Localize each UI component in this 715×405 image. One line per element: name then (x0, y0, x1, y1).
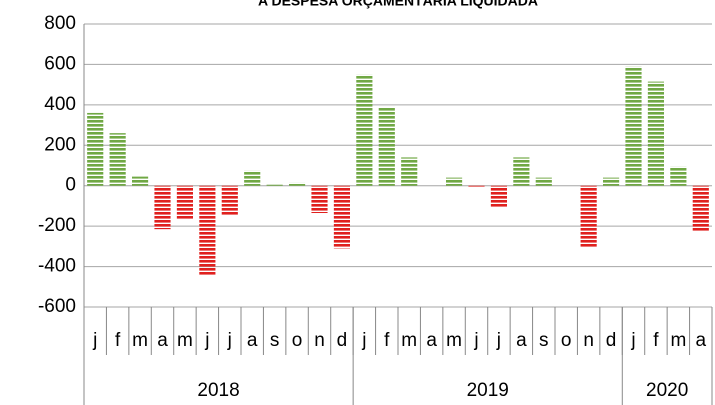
x-tick-label: j (227, 330, 232, 351)
x-tick-label: a (516, 330, 527, 351)
x-tick-label: a (157, 330, 168, 351)
bar (647, 81, 665, 186)
x-tick-label: d (337, 330, 348, 351)
x-tick-label: o (561, 330, 572, 351)
bar (602, 177, 620, 186)
group-label: 2020 (646, 380, 688, 401)
x-tick-label: f (653, 330, 659, 351)
bar (131, 176, 149, 186)
bar (670, 166, 687, 186)
bar (199, 185, 216, 276)
x-tick-label: a (695, 330, 706, 351)
y-tick-label: -200 (38, 215, 76, 236)
bar (580, 185, 597, 248)
x-tick-label: f (115, 330, 121, 351)
y-tick-label: -600 (38, 296, 76, 317)
bar (356, 74, 373, 186)
x-tick-label: j (496, 330, 501, 351)
y-tick-label: 400 (44, 94, 76, 115)
chart-title: A DESPESA ORÇAMENTÁRIA LIQUIDADA (258, 0, 538, 9)
y-tick-label: 200 (44, 134, 76, 155)
bar (266, 184, 283, 186)
bar (625, 66, 642, 186)
x-tick-label: j (630, 330, 635, 351)
bar (109, 133, 126, 186)
x-tick-label: m (132, 330, 148, 351)
x-tick-label: a (426, 330, 437, 351)
bar (221, 185, 238, 216)
x-tick-label: j (473, 330, 478, 351)
bar (288, 182, 306, 186)
bar (445, 177, 463, 186)
bar (87, 112, 104, 186)
bar (244, 170, 261, 186)
x-tick-label: s (270, 330, 280, 351)
x-tick-label: j (204, 330, 209, 351)
bar (692, 185, 709, 232)
x-tick-label: a (247, 330, 258, 351)
x-tick-label: m (446, 330, 462, 351)
x-tick-label: m (401, 330, 417, 351)
group-label: 2018 (197, 380, 239, 401)
bar (468, 185, 485, 188)
x-tick-label: o (292, 330, 303, 351)
x-tick-label: j (361, 330, 366, 351)
x-tick-label: m (177, 330, 193, 351)
bar (176, 185, 194, 220)
x-tick-label: j (92, 330, 97, 351)
x-tick-label: n (314, 330, 325, 351)
bar (378, 106, 395, 186)
bar (490, 185, 508, 207)
x-tick-label: f (384, 330, 390, 351)
bar (535, 177, 552, 186)
bar (154, 185, 171, 230)
bar (311, 185, 328, 214)
group-label: 2019 (467, 380, 509, 401)
bar (513, 157, 530, 186)
bar (401, 157, 418, 186)
x-tick-label: d (606, 330, 617, 351)
x-tick-label: s (539, 330, 549, 351)
bar (333, 185, 351, 249)
y-tick-label: -400 (38, 256, 76, 277)
x-tick-label: m (670, 330, 686, 351)
x-tick-label: n (583, 330, 594, 351)
y-tick-label: 800 (44, 13, 76, 34)
y-tick-label: 600 (44, 53, 76, 74)
y-tick-label: 0 (65, 175, 76, 196)
